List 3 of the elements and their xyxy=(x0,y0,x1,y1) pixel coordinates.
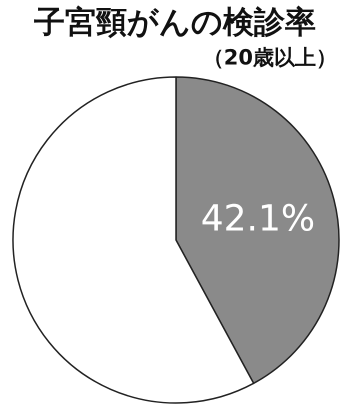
data-label: 42.1% xyxy=(200,198,316,240)
chart-title: 子宮頸がんの検診率 xyxy=(33,4,316,40)
chart-subtitle: （20歳以上） xyxy=(202,46,338,70)
